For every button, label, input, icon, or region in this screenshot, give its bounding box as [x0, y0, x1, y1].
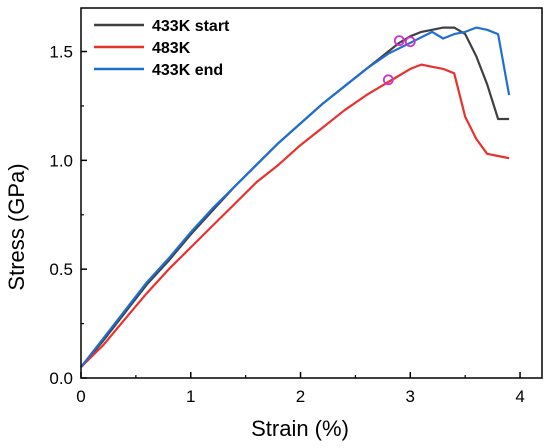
x-axis-title: Strain (%) [251, 416, 349, 441]
x-tick-label: 2 [296, 387, 305, 406]
y-axis-title: Stress (GPa) [4, 163, 29, 290]
y-tick-label: 0.0 [49, 369, 73, 388]
plot-layer [80, 26, 511, 368]
x-tick-label: 4 [515, 387, 524, 406]
legend: 433K start 483K 433K end [94, 18, 230, 79]
marker-circle-3 [404, 36, 416, 48]
series-line-2 [80, 63, 510, 368]
series-line-1 [80, 26, 510, 368]
y-tick-label: 1.0 [49, 151, 73, 170]
legend-label-1: 433K start [152, 18, 230, 35]
x-tick-label: 3 [406, 387, 415, 406]
x-tick-label: 0 [76, 387, 85, 406]
plot-frame [80, 7, 543, 379]
x-tick-label: 1 [186, 387, 195, 406]
marker-circle-2 [393, 35, 405, 47]
y-tick-label: 0.5 [49, 260, 73, 279]
axis-ticks: 0 1 2 3 4 0.0 0.5 1.0 1.5 [49, 43, 524, 406]
marker-circle-1 [382, 74, 394, 86]
legend-label-2: 483K [152, 40, 191, 57]
y-tick-label: 1.5 [49, 43, 73, 62]
legend-label-3: 433K end [152, 62, 223, 79]
plot-border [80, 7, 543, 379]
series-line-3 [80, 26, 511, 368]
